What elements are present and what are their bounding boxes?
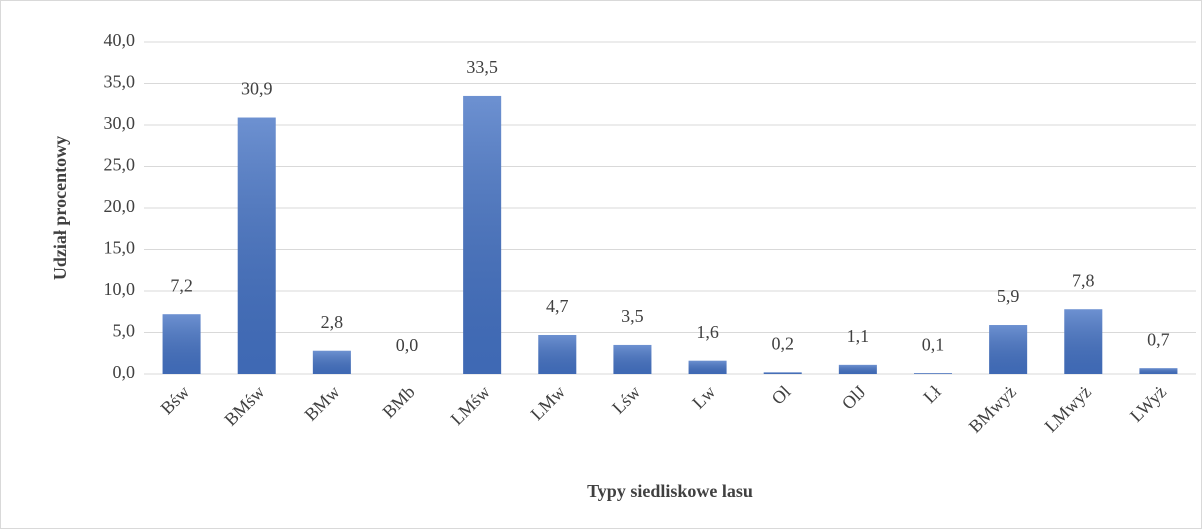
bar-shading: [1139, 368, 1178, 374]
bar-shading: [1064, 309, 1103, 374]
y-tick-label: 25,0: [104, 155, 136, 175]
y-tick-label: 0,0: [113, 362, 136, 382]
data-label: 7,2: [170, 275, 193, 295]
bar-shading: [463, 95, 502, 374]
data-label: 7,8: [1072, 270, 1095, 290]
data-label: 5,9: [997, 286, 1020, 306]
y-tick-label: 15,0: [104, 238, 136, 258]
bar-shading: [688, 360, 727, 374]
y-tick-label: 10,0: [104, 279, 136, 299]
y-tick-label: 20,0: [104, 196, 136, 216]
data-label: 4,7: [546, 296, 569, 316]
y-tick-label: 30,0: [104, 113, 136, 133]
bar-shading: [613, 344, 652, 374]
y-axis-title: Udział procentowy: [50, 136, 70, 280]
data-label: 0,1: [922, 334, 945, 354]
bar-shading: [162, 314, 201, 374]
bar-shading: [312, 350, 351, 374]
data-label: 2,8: [321, 312, 344, 332]
bar-shading: [538, 334, 577, 374]
data-label: 0,7: [1147, 329, 1170, 349]
data-label: 0,0: [396, 335, 419, 355]
data-label: 1,1: [847, 326, 870, 346]
bar-shading: [838, 364, 877, 374]
data-label: 1,6: [696, 322, 719, 342]
data-label: 3,5: [621, 306, 644, 326]
x-axis-title: Typy siedliskowe lasu: [587, 481, 753, 501]
y-tick-label: 35,0: [104, 72, 136, 92]
bar-shading: [763, 372, 802, 374]
data-label: 30,9: [241, 79, 273, 99]
bar-shading: [914, 373, 952, 374]
data-label: 33,5: [466, 57, 498, 77]
bar-shading: [237, 117, 276, 374]
y-tick-label: 5,0: [113, 321, 136, 341]
data-label: 0,2: [771, 333, 794, 353]
bar-shading: [989, 325, 1028, 374]
y-tick-label: 40,0: [104, 30, 136, 50]
